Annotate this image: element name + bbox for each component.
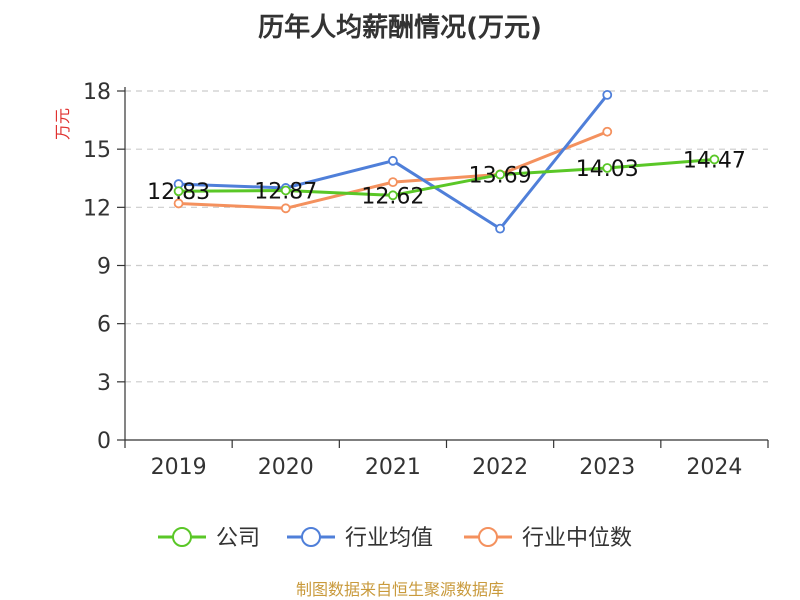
legend-item: 行业中位数	[464, 526, 632, 551]
data-label: 14.03	[576, 157, 639, 182]
data-point	[602, 126, 613, 137]
data-point	[495, 169, 505, 180]
x-tick-label: 2023	[579, 455, 635, 480]
chart-title: 历年人均薪酬情况(万元)	[258, 12, 542, 43]
legend-marker	[301, 527, 321, 547]
y-tick-label: 6	[97, 313, 111, 338]
data-point	[388, 190, 398, 201]
data-point	[709, 154, 720, 165]
data-point	[602, 163, 613, 173]
data-labels: 12.83 12.87 12.62 13.69 14.03 14.47	[147, 148, 746, 209]
data-label: 12.83	[147, 180, 210, 205]
data-point	[280, 185, 291, 196]
x-tick-label: 2021	[365, 455, 421, 480]
y-tick-label: 18	[83, 80, 111, 105]
series-industry-mean	[173, 89, 613, 234]
y-tick-label: 9	[97, 255, 111, 280]
x-tick-label: 2022	[472, 455, 528, 480]
data-label: 12.87	[254, 179, 317, 204]
source-note: 制图数据来自恒生聚源数据库	[296, 580, 504, 599]
y-tick-label: 3	[97, 371, 111, 396]
x-tick-labels: 2019 2020 2021 2022 2023 2024	[151, 455, 743, 480]
series-company	[173, 154, 720, 201]
data-point	[173, 186, 184, 197]
legend-label: 行业均值	[345, 526, 433, 551]
data-point	[495, 223, 505, 234]
series-group	[173, 89, 720, 234]
data-point	[602, 89, 613, 100]
grid-lines	[125, 90, 768, 383]
legend-marker	[478, 527, 498, 547]
data-point	[388, 155, 398, 166]
y-tick-labels: 0 3 6 9 12 15 18	[83, 80, 111, 454]
x-tick-label: 2019	[151, 455, 207, 480]
legend-marker	[172, 527, 192, 547]
data-label: 12.62	[361, 184, 424, 209]
x-tick-label: 2024	[686, 455, 742, 480]
data-label: 14.47	[683, 148, 746, 173]
data-point	[280, 203, 291, 214]
legend: 公司 行业均值 行业中位数	[158, 526, 632, 551]
y-tick-label: 15	[83, 138, 111, 163]
axes	[117, 87, 769, 448]
legend-item: 行业均值	[287, 526, 433, 551]
data-point	[173, 198, 184, 209]
legend-label: 行业中位数	[522, 526, 632, 551]
y-tick-label: 0	[97, 429, 111, 454]
legend-label: 公司	[216, 526, 260, 551]
series-line	[178, 157, 715, 197]
y-axis-label: 万元	[53, 108, 72, 140]
legend-item: 公司	[158, 526, 260, 551]
data-point	[388, 177, 398, 188]
y-tick-label: 12	[83, 196, 111, 221]
x-tick-label: 2020	[258, 455, 314, 480]
data-label: 13.69	[469, 164, 532, 189]
